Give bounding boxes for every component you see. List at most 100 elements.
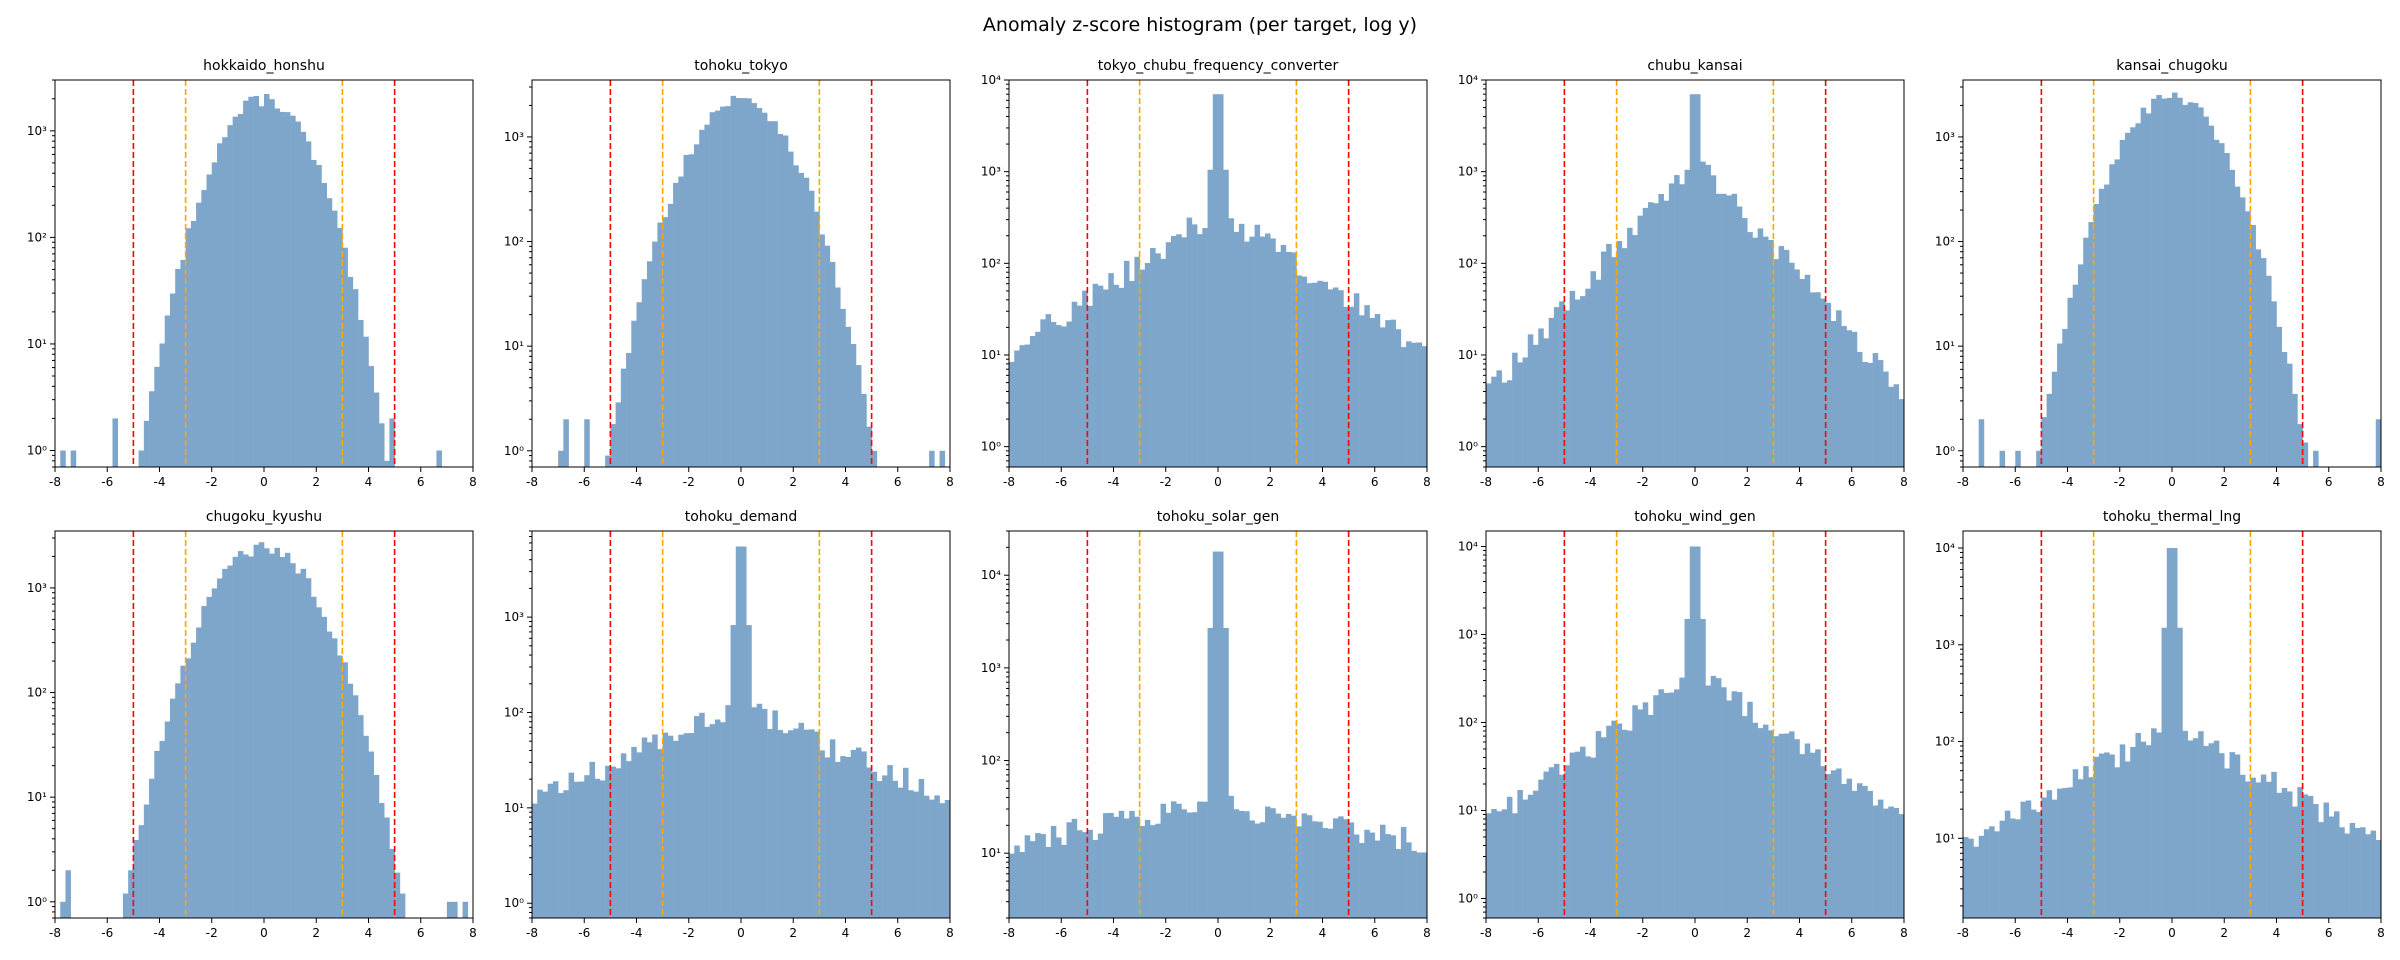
histogram-bar xyxy=(1317,821,1323,918)
histogram-bar xyxy=(1627,227,1633,467)
histogram-bar xyxy=(558,450,564,467)
histogram-bar xyxy=(60,450,66,467)
histogram-bar xyxy=(149,778,155,918)
histogram-bar xyxy=(1496,811,1502,918)
histogram-bar xyxy=(363,336,369,467)
histogram-bar xyxy=(211,162,218,467)
histogram-bar xyxy=(389,418,395,467)
histogram-bar xyxy=(1160,258,1167,467)
histogram-bar xyxy=(2276,792,2283,918)
histogram-bar xyxy=(641,737,648,918)
histogram-bar xyxy=(1809,292,1816,467)
histogram-bar xyxy=(1585,756,1591,918)
histogram-bar xyxy=(2286,791,2293,918)
histogram-bar xyxy=(610,766,616,918)
histogram-bar xyxy=(803,177,810,467)
histogram-bar xyxy=(688,733,695,918)
histogram-bar xyxy=(1322,828,1329,918)
histogram-bar xyxy=(2177,627,2183,918)
histogram-bar xyxy=(347,276,354,467)
histogram-bar xyxy=(352,695,359,918)
histogram-bar xyxy=(814,211,820,467)
histogram-bar xyxy=(175,683,181,918)
histogram-bar xyxy=(1653,203,1659,467)
histogram-bar xyxy=(751,707,757,918)
x-tick-label: -2 xyxy=(1637,475,1649,489)
histogram-bar xyxy=(746,98,752,467)
histogram-bar xyxy=(2266,781,2272,918)
histogram-bar xyxy=(358,715,364,918)
histogram-bar xyxy=(1197,801,1203,918)
histogram-bar xyxy=(2250,777,2256,918)
subplot: -8 -6 -4 -2 0 2 4 6 8 10¹ 10² 10³ 10⁴ tohoku_thermal_… xyxy=(1935,509,2385,940)
histogram-bar xyxy=(1522,357,1529,467)
histogram-bar xyxy=(850,343,857,467)
histogram-bar xyxy=(2328,816,2335,918)
histogram-bar xyxy=(814,731,820,918)
histogram-bar xyxy=(1045,314,1052,467)
histogram-bar xyxy=(164,315,171,467)
histogram-bar xyxy=(399,893,406,918)
histogram-bar xyxy=(1559,774,1565,918)
histogram-bar xyxy=(2271,771,2277,918)
histogram-bar xyxy=(2234,186,2241,467)
histogram-bar xyxy=(305,141,312,467)
y-tick-label: 10³ xyxy=(1458,627,1478,641)
y-tick-label: 10¹ xyxy=(1458,348,1478,362)
histogram-bar xyxy=(248,96,254,467)
histogram-bar xyxy=(1721,193,1727,467)
histogram-bar xyxy=(1244,241,1250,467)
histogram-bar xyxy=(788,151,794,467)
histogram-bar xyxy=(1259,822,1266,918)
x-tick-label: 6 xyxy=(1371,926,1379,940)
histogram-bar xyxy=(2192,738,2199,918)
histogram-bar xyxy=(2239,197,2246,467)
histogram-bar xyxy=(1548,317,1555,467)
histogram-bar xyxy=(1024,344,1031,467)
histogram-bar xyxy=(1689,94,1696,467)
histogram-bar xyxy=(626,353,632,467)
histogram-bar xyxy=(65,870,71,918)
x-tick-label: -4 xyxy=(631,926,643,940)
histogram-bar xyxy=(196,202,202,467)
histogram-bar xyxy=(112,418,118,467)
histogram-bar xyxy=(1710,175,1717,467)
histogram-bar xyxy=(897,787,904,918)
histogram-bar xyxy=(563,790,569,918)
histogram-bar xyxy=(1223,627,1229,918)
histogram-bar xyxy=(620,368,627,467)
histogram-bar xyxy=(1512,352,1518,467)
histogram-bar xyxy=(2266,275,2272,467)
histogram-bar xyxy=(1621,729,1628,918)
histogram-bar xyxy=(1569,290,1576,467)
histogram-bar xyxy=(2145,745,2152,918)
x-tick-label: -6 xyxy=(101,475,113,489)
y-tick-label: 10⁰ xyxy=(1458,440,1478,454)
x-tick-label: 8 xyxy=(469,926,477,940)
x-tick-label: 2 xyxy=(1266,926,1274,940)
histogram-bar xyxy=(714,110,721,468)
histogram-bar xyxy=(373,392,380,467)
histogram-bar xyxy=(180,259,186,467)
histogram-bar xyxy=(1390,835,1396,918)
x-tick-label: 2 xyxy=(312,926,320,940)
histogram-bar xyxy=(2354,827,2361,918)
histogram-bar xyxy=(2151,728,2157,918)
histogram-bar xyxy=(782,733,789,918)
histogram-bar xyxy=(1486,383,1492,467)
y-tick-label: 10⁴ xyxy=(981,73,1001,87)
histogram-bar xyxy=(1762,724,1769,918)
histogram-bar xyxy=(1506,380,1513,467)
histogram-bar xyxy=(1207,169,1214,467)
y-tick-label: 10⁰ xyxy=(504,444,524,458)
histogram-bar xyxy=(1752,237,1758,467)
histogram-bar xyxy=(2339,827,2345,918)
y-tick-label: 10¹ xyxy=(981,348,1001,362)
histogram-bar xyxy=(1872,353,1879,467)
histogram-bar xyxy=(2323,802,2330,918)
x-tick-label: -8 xyxy=(526,475,538,489)
histogram-bar xyxy=(1254,823,1261,918)
histogram-bar xyxy=(636,302,643,467)
x-tick-label: -8 xyxy=(1480,926,1492,940)
